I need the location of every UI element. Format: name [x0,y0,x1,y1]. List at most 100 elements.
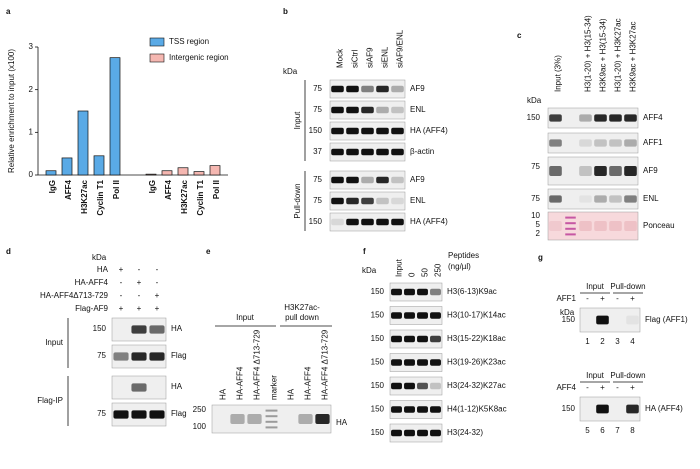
blot [547,107,639,129]
lane-number: 6 [600,426,605,435]
bar [61,157,73,176]
band [230,413,245,425]
target-label: HA (AFF4) [410,126,448,135]
band [404,335,415,343]
band [361,218,374,226]
sign: + [119,265,124,274]
header-label: Pull-down [610,371,645,380]
target-label: HA [336,418,348,427]
bar [161,170,173,176]
lane-label: siENL [381,46,390,68]
lane-number: 5 [585,426,590,435]
panel-label: c [517,31,522,40]
band [430,382,441,390]
marker-label: 250 [193,405,207,414]
blot [547,211,639,241]
band [331,218,344,226]
sign: + [155,304,160,313]
band [131,352,147,361]
lane-label: marker [270,375,279,400]
marker-label: 150 [562,404,576,413]
marker-label: 150 [371,334,385,343]
target-label: AF9 [410,175,425,184]
legend-label: TSS region [169,37,209,46]
marker-band [265,426,278,429]
marker-band [565,222,576,225]
band [376,85,389,93]
band [331,85,344,93]
sign: + [630,383,635,392]
band [149,352,165,361]
header-label: pull down [285,313,319,322]
blot [579,307,641,333]
bar [177,167,189,176]
band [624,195,637,203]
bar [109,57,121,176]
band [346,197,359,205]
bar [209,165,221,176]
group-label: Input [45,338,64,347]
band [331,197,344,205]
marker-label: 150 [371,358,385,367]
blot [547,188,639,210]
blot [389,353,443,372]
band [391,312,402,319]
lane-label: siAF9 [366,47,375,68]
condition-label: HA-AFF4 [75,278,109,287]
legend-swatch [149,53,165,63]
band [579,165,592,177]
lane-label: HA-AFF4 Δ713-729 [253,329,262,400]
band [346,85,359,93]
band [549,114,562,122]
marker-label: 150 [527,113,541,122]
y-tick-label: 2 [29,85,34,94]
lane-label: 250 [434,263,443,277]
band [417,406,428,413]
band [549,139,562,147]
sign: + [119,304,124,313]
lane-title: Peptides [448,251,479,260]
target-label: H3(6-13)K9ac [447,287,497,296]
band [149,325,165,334]
sign: - [120,291,123,300]
band [579,139,592,147]
marker-label: 150 [371,428,385,437]
condition-label: HA-AFF4Δ713-729 [40,291,109,300]
band [404,312,415,319]
band [430,406,441,413]
marker-label: 2 [536,229,541,238]
target-label: H3(10-17)K14ac [447,311,506,320]
band [404,359,415,366]
bar [77,110,89,176]
band [361,127,374,135]
band [579,114,592,122]
band [376,197,389,205]
target-label: AFF4 [643,113,663,122]
blot [329,170,406,190]
band [626,404,639,414]
lane-label: H3(1-20) + H3(15-34) [584,15,593,92]
blot [389,400,443,419]
condition-label: Flag-AF9 [75,304,108,313]
band [391,148,404,156]
band [331,127,344,135]
band [113,352,129,361]
blot [389,329,443,349]
target-label: H3(19-26)K23ac [447,358,506,367]
panel-label: e [206,247,211,256]
lane-number: 8 [630,426,635,435]
x-tick-label: Pol II [112,180,121,199]
band [391,406,402,413]
band [391,197,404,205]
lane-number: 7 [615,426,620,435]
lane-label: siCtrl [351,50,360,68]
lane-label: 0 [408,272,417,277]
band [404,429,415,437]
y-tick-label: 1 [29,127,34,136]
band [391,359,402,366]
marker-band [565,227,576,230]
band [609,165,622,177]
kda-label: kDa [527,96,542,105]
sign: - [120,278,123,287]
kda-label: kDa [92,253,107,262]
